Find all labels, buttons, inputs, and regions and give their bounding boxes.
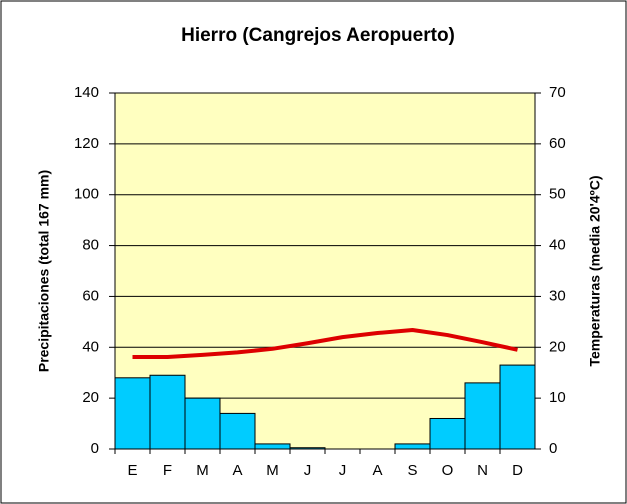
bar: [499, 364, 536, 450]
bar: [429, 417, 466, 450]
x-tick-label: D: [512, 462, 523, 479]
y2-tick-label: 30: [549, 287, 566, 304]
x-tick-label: M: [196, 462, 209, 479]
y2-tick-label: 50: [549, 186, 566, 203]
y-tick-label: 100: [74, 186, 99, 203]
y2-tick-label: 70: [549, 84, 566, 101]
x-tick-label: S: [407, 462, 417, 479]
y-tick-label: 60: [82, 287, 99, 304]
y2-axis-title: Temperaturas (media 20'4ºC): [587, 175, 603, 366]
x-tick-label: E: [127, 462, 137, 479]
x-tick-label: A: [372, 462, 382, 479]
x-tick-label: A: [232, 462, 242, 479]
x-tick-label: J: [304, 462, 312, 479]
x-tick-label: N: [477, 462, 488, 479]
bar: [394, 443, 431, 450]
bar: [184, 397, 221, 450]
y2-tick-label: 60: [549, 135, 566, 152]
x-tick-label: M: [266, 462, 279, 479]
y-tick-label: 0: [91, 440, 99, 457]
y-axis-title: Precipitaciones (total 167 mm): [36, 170, 52, 372]
y-tick-label: 20: [82, 389, 99, 406]
bar: [254, 443, 291, 450]
bar: [219, 412, 256, 450]
temperature-line: [132, 327, 518, 359]
y2-tick-label: 10: [549, 389, 566, 406]
y2-tick-label: 20: [549, 338, 566, 355]
x-tick-label: J: [339, 462, 347, 479]
x-tick-label: O: [442, 462, 454, 479]
y-tick-label: 40: [82, 338, 99, 355]
x-tick-label: F: [163, 462, 172, 479]
y-tick-label: 140: [74, 84, 99, 101]
y-tick-label: 120: [74, 135, 99, 152]
bar: [114, 377, 151, 450]
y-tick-label: 80: [82, 237, 99, 254]
bar: [149, 374, 186, 450]
y2-tick-label: 0: [549, 440, 557, 457]
bar: [464, 382, 501, 450]
chart-title: Hierro (Cangrejos Aeropuerto): [181, 25, 455, 46]
y2-tick-label: 40: [549, 237, 566, 254]
